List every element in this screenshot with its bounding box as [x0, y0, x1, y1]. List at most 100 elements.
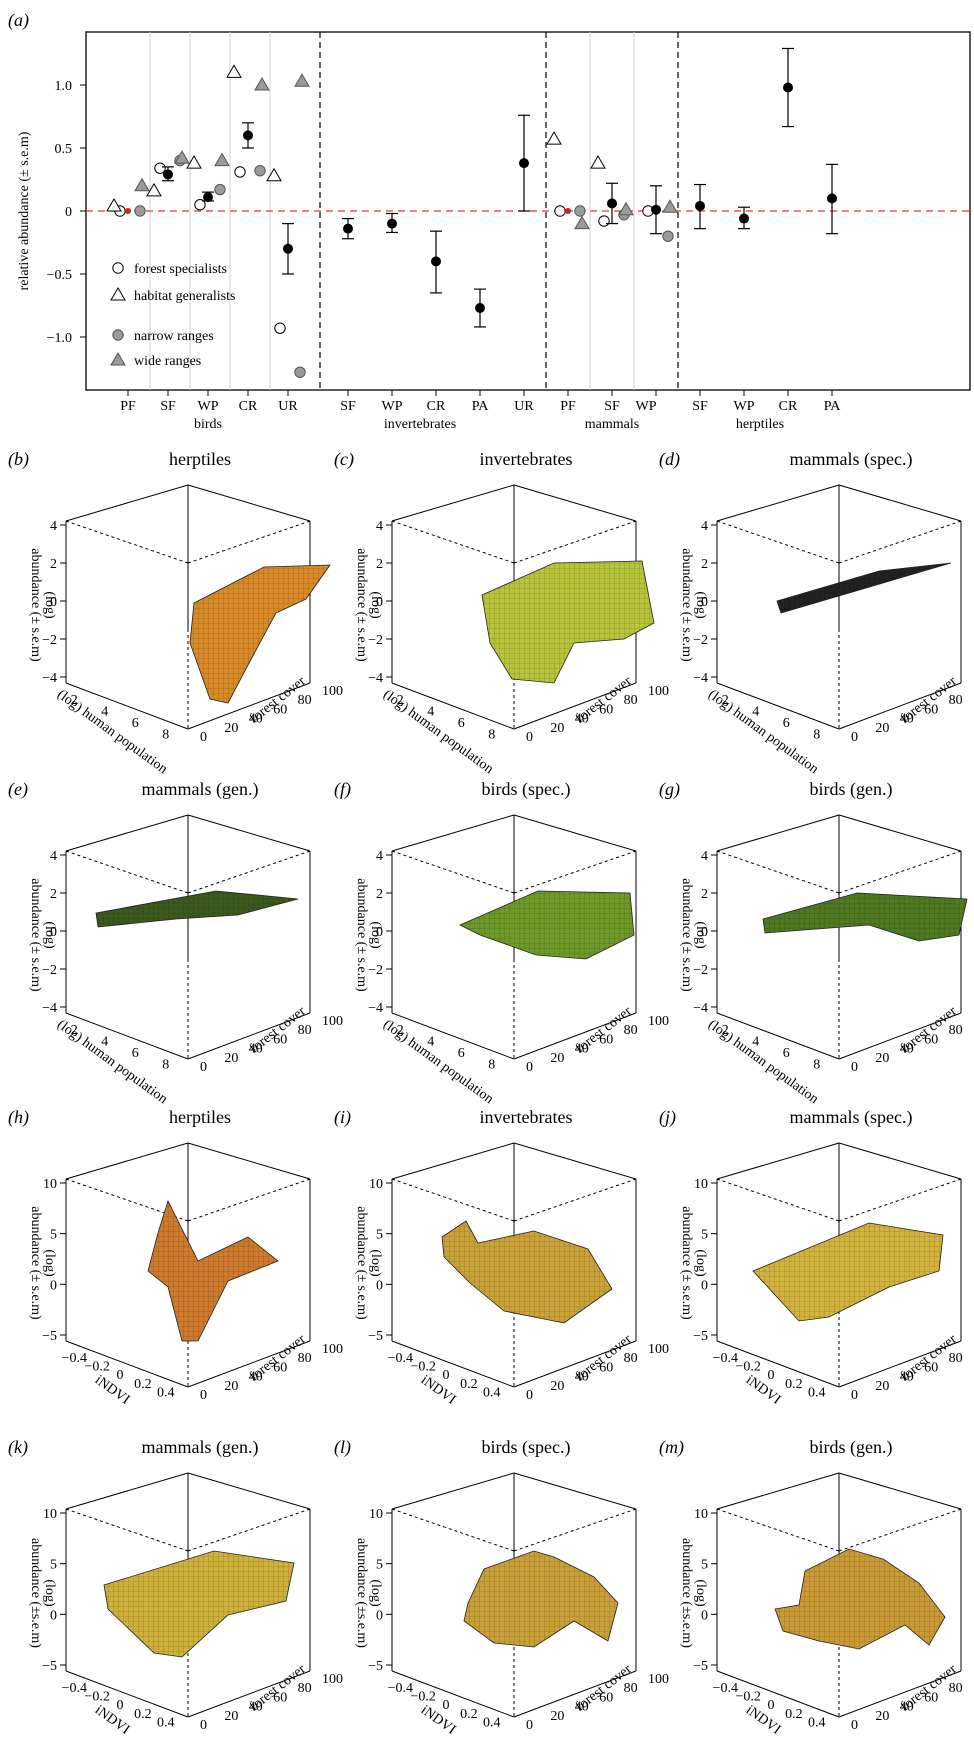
z-tick-label: 0 [701, 1278, 708, 1293]
x-tick-label: 2 [397, 693, 404, 708]
cube-edge [187, 484, 311, 522]
x-axis-label: iNDVI [92, 1703, 133, 1738]
z-tick-label: 2 [701, 887, 708, 902]
y-tick-label: 0 [526, 1060, 533, 1075]
z-tick-label: 4 [50, 519, 57, 534]
y-tick-label: −0.5 [47, 268, 72, 283]
z-tick-label: −2 [368, 633, 383, 648]
mean-abundance-point [163, 169, 173, 180]
z-tick-label: 0 [376, 925, 383, 940]
x-tick-label: 0 [443, 1698, 450, 1713]
legend-label: narrow ranges [134, 329, 214, 344]
cube-edge [716, 1670, 840, 1718]
y-tick-label: 0 [851, 1388, 858, 1403]
cube-edge [513, 1340, 637, 1388]
panel-a: (a) relative abundance (± s.e.m) 1.0 0.5 0… [8, 10, 971, 432]
y-tick-label: 80 [949, 693, 963, 708]
x-tick-label: 0 [768, 1698, 775, 1713]
panel-title: invertebrates [480, 1107, 573, 1127]
category-label: PA [472, 399, 490, 414]
x-tick-label: 0.2 [460, 1377, 478, 1392]
forest-specialist-marker [598, 215, 610, 227]
wide-range-marker [574, 215, 590, 230]
z-tick-label: 0 [50, 925, 57, 940]
cube-edge [513, 814, 637, 852]
x-tick-label: −0.4 [62, 1351, 87, 1366]
z-axis-label-unit: (log) [368, 1579, 383, 1607]
y-tick-label: 40 [900, 1042, 914, 1057]
x-tick-label: 0 [117, 1698, 124, 1713]
z-tick-label: 2 [50, 887, 57, 902]
mean-abundance-point [783, 82, 793, 93]
z-axis-label: abundance (± s.e.m) [679, 878, 694, 992]
response-surface [459, 890, 635, 960]
panel-title: birds (spec.) [482, 1437, 571, 1458]
y-tick-label: 80 [624, 1681, 638, 1696]
z-tick-label: −5 [368, 1659, 383, 1674]
narrow-range-marker [294, 366, 306, 378]
cube-edge [513, 1670, 637, 1718]
x-tick-label: 8 [488, 1057, 495, 1072]
cube-edge [716, 1142, 840, 1180]
cube-edge [65, 1142, 189, 1180]
cube-edge [391, 1670, 515, 1718]
narrow-range-marker [254, 164, 266, 177]
cube-edge [716, 1012, 840, 1060]
z-axis-label: abundance (± s.e.m) [679, 1206, 694, 1320]
x-tick-label: −0.2 [84, 1360, 109, 1375]
x-tick-label: 2 [71, 693, 78, 708]
cube-hidden-edge [187, 520, 311, 564]
group-label: herptiles [736, 417, 784, 432]
z-axis-label: abundance (±s.e.m) [354, 1538, 369, 1648]
y-tick-label: 0 [526, 1718, 533, 1733]
cube-hidden-edge [838, 1178, 962, 1222]
x-tick-label: −0.4 [713, 1681, 738, 1696]
mean-abundance-point [475, 303, 485, 314]
panel-letter: (k) [8, 1437, 28, 1458]
cube-hidden-edge [838, 850, 962, 894]
wide-range-marker [618, 201, 634, 216]
z-tick-label: −4 [368, 671, 383, 686]
cube-edge [838, 1012, 962, 1060]
z-tick-label: 0 [701, 1608, 708, 1623]
z-tick-label: 0 [376, 595, 383, 610]
y-tick-label: 20 [550, 1709, 564, 1724]
y-tick-label: 100 [648, 1014, 669, 1029]
x-tick-label: 0.4 [157, 1715, 175, 1730]
forest-specialist-marker [234, 166, 246, 178]
z-axis-label: abundance (± s.e.m) [28, 548, 43, 662]
narrow-range-marker [134, 205, 146, 217]
panel-title: herptiles [169, 449, 231, 469]
x-tick-label: −0.2 [410, 1360, 435, 1375]
y-tick-label: 100 [322, 1342, 343, 1357]
forest-specialist-marker [112, 262, 124, 274]
cube-hidden-edge [65, 1508, 189, 1552]
surface-panel-i: (i) invertebrates 10 5 0 −5 abundance (± s.e.m… [334, 1107, 669, 1408]
z-tick-label: 0 [701, 595, 708, 610]
category-label: CR [427, 399, 446, 414]
mean-abundance-point [283, 243, 293, 254]
panel-letter: (b) [8, 449, 29, 470]
mean-abundance-point [695, 200, 705, 211]
y-tick-label: 0.5 [55, 142, 73, 157]
panel-letter: (c) [334, 449, 354, 470]
y-tick-label: 100 [322, 1014, 343, 1029]
response-surface [189, 564, 331, 704]
category-label: CR [239, 399, 258, 414]
y-tick-label: 40 [900, 1370, 914, 1385]
category-label: WP [636, 399, 657, 414]
y-tick-label: 0 [200, 1718, 207, 1733]
z-tick-label: 10 [43, 1507, 57, 1522]
z-tick-label: 10 [369, 1507, 383, 1522]
surface-mesh [463, 1550, 619, 1648]
cube-hidden-edge [391, 1508, 515, 1552]
group-label: birds [194, 417, 222, 432]
group-label: invertebrates [384, 417, 456, 432]
z-tick-label: 5 [376, 1558, 383, 1573]
legend-label: habitat generalists [134, 289, 235, 304]
z-tick-label: 4 [701, 849, 708, 864]
cube-edge [513, 484, 637, 522]
legend-label: forest specialists [134, 262, 227, 277]
x-tick-label: −0.4 [713, 1351, 738, 1366]
x-tick-label: 6 [783, 716, 790, 731]
